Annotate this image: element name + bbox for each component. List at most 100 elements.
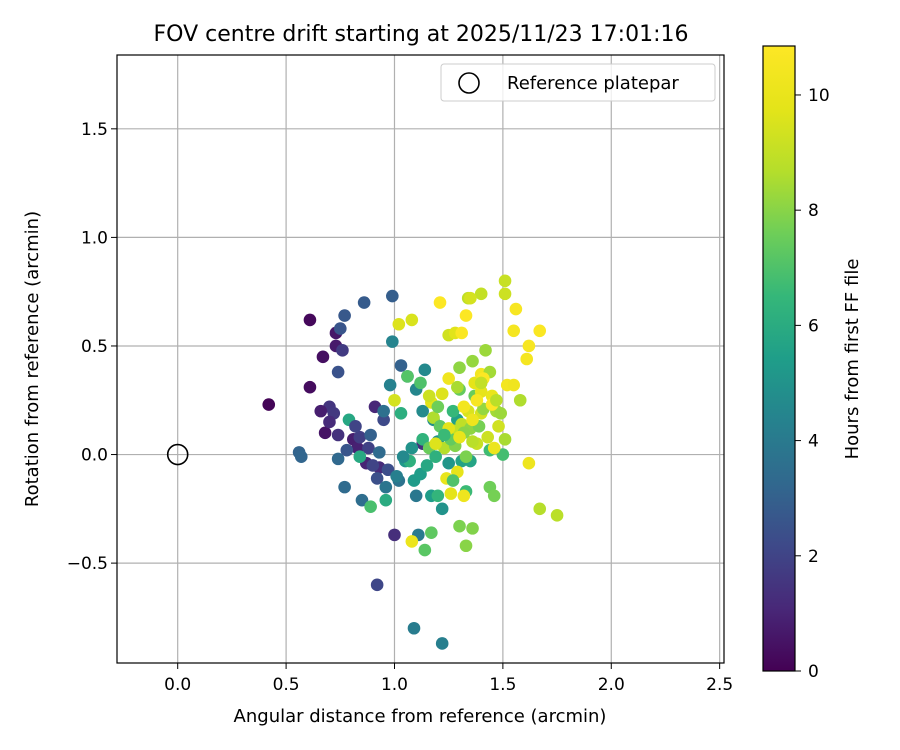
- data-point: [479, 344, 492, 357]
- data-point: [494, 406, 508, 420]
- data-point: [353, 430, 367, 444]
- data-point: [490, 393, 503, 407]
- data-point: [338, 480, 351, 494]
- data-point: [331, 428, 345, 442]
- data-point: [333, 322, 347, 335]
- data-point: [435, 502, 449, 516]
- data-point: [373, 446, 386, 459]
- data-point: [362, 441, 375, 455]
- data-point: [386, 335, 399, 348]
- data-point: [507, 378, 521, 392]
- plot-frame: [116, 54, 725, 664]
- data-point: [507, 324, 521, 338]
- legend-reference-marker: [458, 72, 480, 94]
- x-tick-label: 2.0: [598, 675, 625, 695]
- data-point: [487, 441, 501, 455]
- data-point: [405, 535, 419, 548]
- x-axis-label: Angular distance from reference (arcmin): [234, 706, 607, 727]
- data-point: [487, 489, 501, 503]
- data-point: [498, 433, 512, 446]
- data-point: [457, 489, 471, 503]
- x-tick-label: 0.5: [273, 675, 300, 695]
- reference-marker-layer: [166, 443, 189, 466]
- data-point: [474, 376, 488, 390]
- colorbar-tick-label: 8: [808, 201, 819, 221]
- data-point: [431, 400, 445, 414]
- x-tick-label: 2.5: [706, 675, 733, 695]
- y-axis-label: Rotation from reference (arcmin): [22, 211, 43, 507]
- colorbar-tick-label: 10: [808, 86, 830, 106]
- data-point: [370, 472, 384, 485]
- data-point: [394, 406, 408, 420]
- colorbar-tick-label: 4: [808, 432, 819, 452]
- data-point: [377, 404, 390, 418]
- data-point: [405, 441, 419, 455]
- data-point: [464, 291, 477, 305]
- data-point: [386, 289, 399, 303]
- data-point: [429, 450, 442, 464]
- data-point: [438, 428, 451, 442]
- data-point: [366, 459, 380, 472]
- data-point: [381, 463, 395, 477]
- data-point: [466, 435, 479, 448]
- data-point: [453, 430, 466, 444]
- data-point: [416, 433, 429, 446]
- data-point: [470, 393, 484, 407]
- colorbar-gradient: [762, 45, 796, 672]
- data-point: [390, 469, 403, 483]
- data-point: [466, 413, 479, 427]
- y-axis-ticks: −0.5 0.0 0.5 1.0 1.5: [67, 120, 117, 574]
- data-point: [377, 413, 390, 427]
- data-point: [294, 450, 308, 464]
- data-point: [431, 489, 445, 503]
- data-point: [392, 317, 406, 331]
- x-tick-label: 1.5: [489, 675, 516, 695]
- legend: Reference platepar: [440, 63, 716, 102]
- data-point: [353, 450, 367, 464]
- colorbar: 0 2 4 6 8 10 Hours from first FF file: [762, 45, 863, 682]
- data-point: [496, 448, 510, 461]
- data-point: [429, 437, 442, 450]
- data-point: [522, 339, 536, 353]
- data-point: [314, 404, 328, 418]
- data-point: [457, 400, 471, 414]
- y-tick-label: −0.5: [67, 554, 108, 574]
- data-point: [364, 428, 377, 442]
- data-point: [407, 621, 421, 635]
- data-point: [414, 467, 427, 481]
- data-point: [513, 393, 527, 407]
- data-point: [446, 474, 460, 487]
- x-tick-label: 1.0: [381, 675, 408, 695]
- data-point: [349, 420, 362, 433]
- data-point: [336, 344, 349, 357]
- grid: [117, 55, 724, 663]
- x-axis-ticks: 0.0 0.5 1.0 1.5 2.0 2.5: [164, 663, 733, 695]
- data-point: [416, 404, 429, 418]
- data-point: [318, 426, 332, 440]
- data-point: [401, 370, 414, 383]
- data-point: [418, 543, 432, 557]
- data-point: [357, 296, 371, 309]
- data-point: [435, 637, 449, 650]
- data-point: [492, 420, 505, 433]
- data-point: [533, 502, 547, 516]
- data-point: [340, 443, 354, 457]
- legend-entry-label: Reference platepar: [507, 73, 679, 94]
- data-point: [364, 500, 377, 513]
- colorbar-tick-label: 6: [808, 316, 819, 336]
- data-point: [427, 411, 440, 424]
- data-point: [394, 359, 408, 372]
- data-point: [466, 354, 479, 368]
- x-tick-label: 0.0: [164, 675, 191, 695]
- data-point: [433, 296, 447, 309]
- data-point: [455, 326, 468, 340]
- data-point: [425, 526, 438, 540]
- colorbar-tick-label: 2: [808, 547, 819, 567]
- data-point: [451, 380, 464, 394]
- y-tick-label: 0.0: [81, 446, 108, 466]
- data-point: [446, 404, 460, 418]
- data-point: [388, 393, 401, 407]
- data-point: [509, 302, 523, 316]
- chart-title: FOV centre drift starting at 2025/11/23 …: [154, 22, 689, 47]
